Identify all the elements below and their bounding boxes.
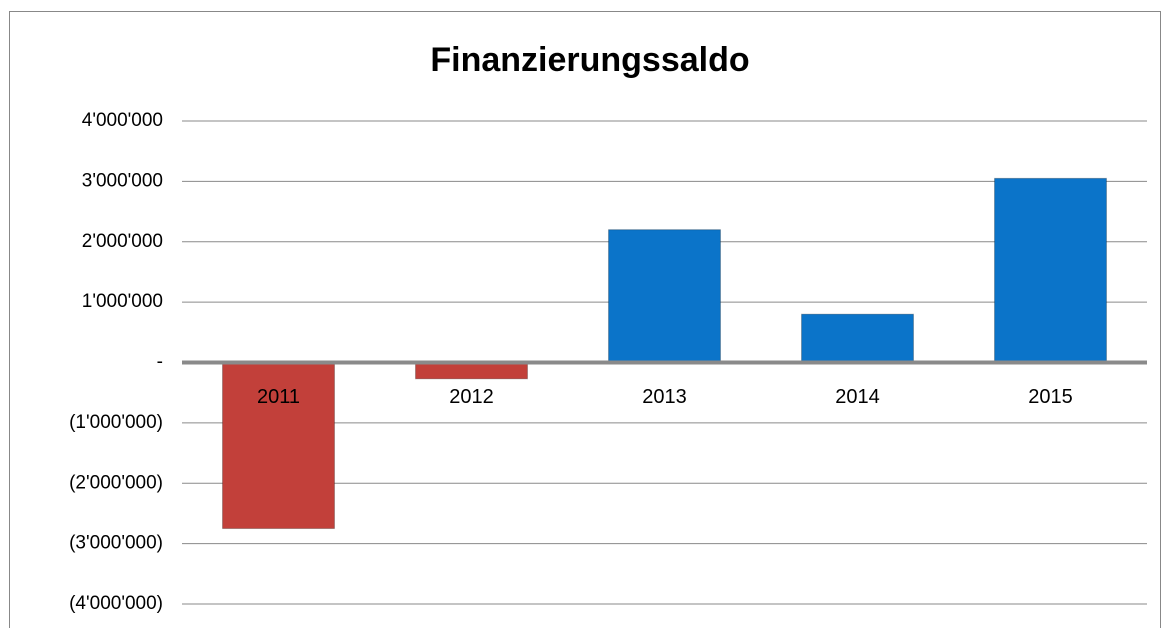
x-tick-label: 2012 [449, 386, 494, 408]
y-tick-label: 4'000'000 [82, 110, 163, 131]
y-tick-label: (3'000'000) [69, 533, 163, 554]
y-tick-label: 2'000'000 [82, 231, 163, 252]
bar [801, 313, 914, 364]
chart-title: Finanzierungssaldo [430, 41, 749, 79]
y-tick-label: - [157, 352, 163, 373]
bar [994, 177, 1107, 363]
x-tick-label: 2014 [835, 386, 880, 408]
y-tick-label: (4'000'000) [69, 593, 163, 614]
x-tick-label: 2013 [642, 386, 687, 408]
bar [608, 229, 721, 363]
y-tick-label: (2'000'000) [69, 472, 163, 493]
bar [222, 362, 335, 530]
y-tick-label: 3'000'000 [82, 170, 163, 191]
x-tick-label: 2015 [1028, 386, 1073, 408]
x-tick-label: 2011 [257, 386, 300, 408]
bar [415, 362, 528, 380]
y-tick-label: 1'000'000 [82, 291, 163, 312]
y-tick-label: (1'000'000) [69, 412, 163, 433]
chart-border [9, 11, 1161, 628]
